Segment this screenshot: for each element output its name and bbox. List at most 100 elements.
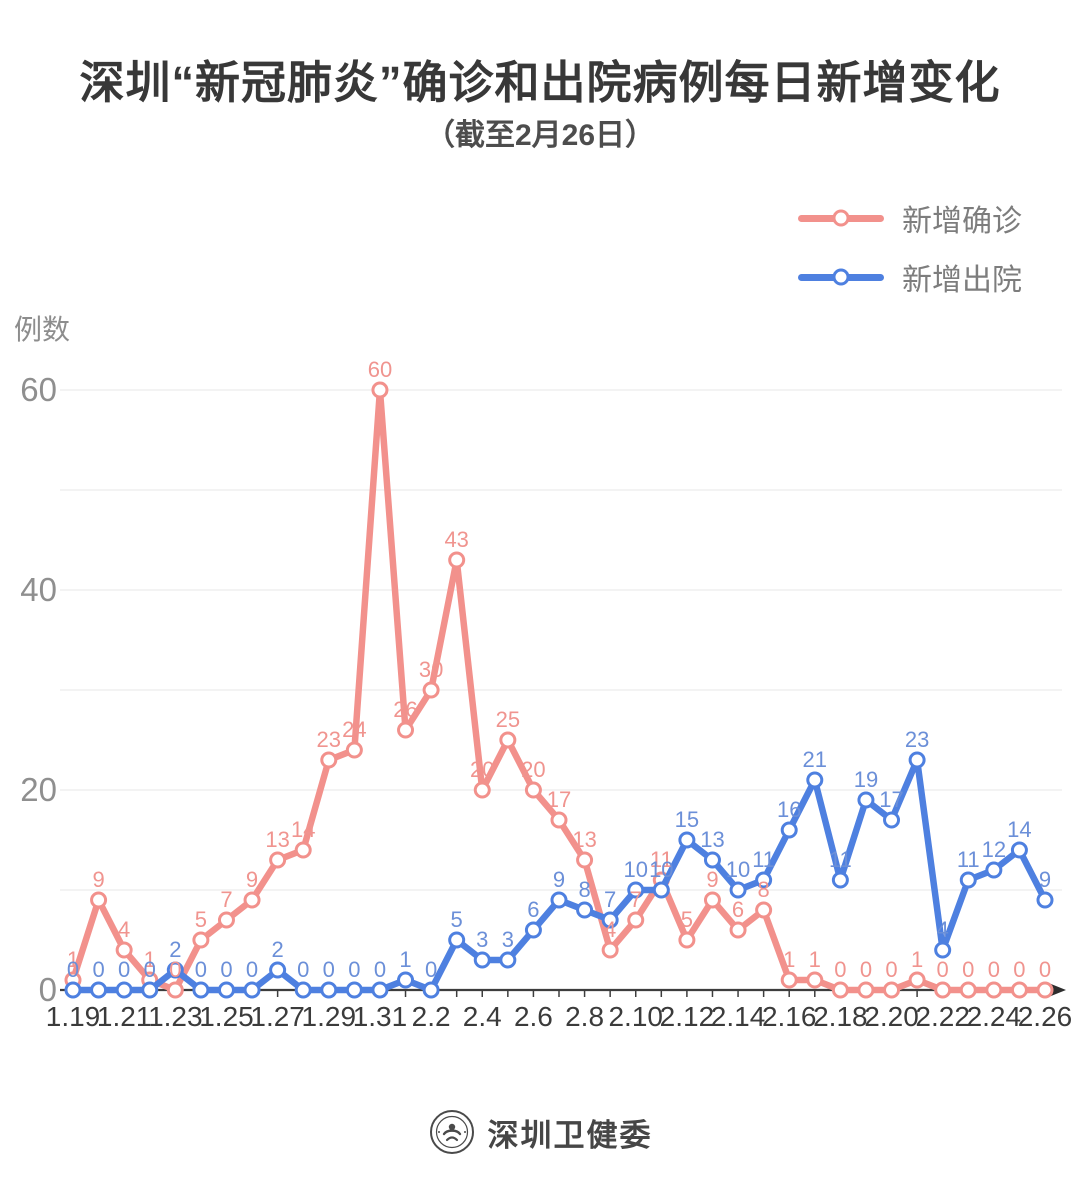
data-point bbox=[397, 971, 415, 989]
x-tick-label: 1.19 bbox=[46, 1001, 101, 1032]
x-tick-label: 1.23 bbox=[148, 1001, 203, 1032]
data-point bbox=[294, 841, 312, 859]
data-point bbox=[166, 961, 184, 979]
data-point-label: 2 bbox=[272, 937, 284, 962]
data-point-label: 10 bbox=[623, 857, 647, 882]
data-point-label: 43 bbox=[444, 527, 468, 552]
data-point bbox=[473, 781, 491, 799]
data-point bbox=[294, 981, 312, 999]
data-point bbox=[627, 881, 645, 899]
data-point bbox=[576, 851, 594, 869]
x-tick-label: 2.26 bbox=[1018, 1001, 1073, 1032]
data-point bbox=[90, 981, 108, 999]
data-point bbox=[243, 891, 261, 909]
data-point-label: 4 bbox=[604, 917, 616, 942]
data-point bbox=[217, 981, 235, 999]
data-point bbox=[115, 981, 133, 999]
data-point-label: 0 bbox=[962, 957, 974, 982]
data-point-label: 17 bbox=[879, 787, 903, 812]
data-point bbox=[780, 821, 798, 839]
data-point bbox=[371, 981, 389, 999]
data-point bbox=[499, 731, 517, 749]
data-point-label: 15 bbox=[675, 807, 699, 832]
data-point bbox=[959, 981, 977, 999]
x-tick-label: 2.4 bbox=[463, 1001, 502, 1032]
data-point bbox=[755, 871, 773, 889]
legend-item-discharged: 新增出院 bbox=[798, 255, 1022, 299]
data-point bbox=[703, 851, 721, 869]
data-point bbox=[934, 981, 952, 999]
data-point bbox=[934, 941, 952, 959]
data-point-label: 5 bbox=[681, 907, 693, 932]
data-point-label: 9 bbox=[706, 867, 718, 892]
data-point bbox=[448, 931, 466, 949]
page-title: 深圳“新冠肺炎”确诊和出院病例每日新增变化 bbox=[79, 57, 1001, 108]
data-point bbox=[524, 781, 542, 799]
data-point-label: 5 bbox=[451, 907, 463, 932]
data-point bbox=[320, 981, 338, 999]
data-point-label: 0 bbox=[144, 957, 156, 982]
data-point-label: 7 bbox=[604, 887, 616, 912]
data-point-label: 23 bbox=[905, 727, 929, 752]
data-point bbox=[857, 981, 875, 999]
data-point bbox=[550, 811, 568, 829]
org-name: 深圳卫健委 bbox=[487, 1117, 653, 1153]
x-tick-label: 2.8 bbox=[565, 1001, 604, 1032]
data-point-label: 0 bbox=[988, 957, 1000, 982]
y-tick-label: 20 bbox=[20, 771, 57, 808]
data-point bbox=[883, 981, 901, 999]
data-point-label: 6 bbox=[527, 897, 539, 922]
data-point bbox=[90, 891, 108, 909]
data-point-label: 0 bbox=[348, 957, 360, 982]
data-point bbox=[831, 871, 849, 889]
data-point bbox=[601, 941, 619, 959]
data-point bbox=[806, 771, 824, 789]
legend-label-confirmed: 新增确诊 bbox=[902, 205, 1022, 238]
data-point bbox=[269, 851, 287, 869]
data-point bbox=[524, 921, 542, 939]
data-point-label: 0 bbox=[92, 957, 104, 982]
data-point-label: 11 bbox=[957, 847, 980, 872]
data-point-label: 1 bbox=[911, 947, 923, 972]
y-tick-label: 60 bbox=[20, 371, 57, 408]
data-point bbox=[64, 981, 82, 999]
x-tick-label: 1.27 bbox=[250, 1001, 305, 1032]
data-point bbox=[985, 981, 1003, 999]
data-point bbox=[217, 911, 235, 929]
chart-legend: 新增确诊 新增出院 bbox=[798, 196, 1022, 299]
data-point-label: 0 bbox=[425, 957, 437, 982]
data-point-label: 11 bbox=[752, 847, 775, 872]
data-point-label: 1 bbox=[67, 947, 79, 972]
data-point bbox=[627, 911, 645, 929]
x-tick-label: 2.24 bbox=[967, 1001, 1022, 1032]
data-point-label: 0 bbox=[323, 957, 335, 982]
data-point-label: 13 bbox=[700, 827, 724, 852]
data-point bbox=[371, 381, 389, 399]
data-point-label: 11 bbox=[650, 847, 673, 872]
x-tick-label: 2.22 bbox=[915, 1001, 970, 1032]
data-point bbox=[729, 881, 747, 899]
data-point-label: 14 bbox=[291, 817, 315, 842]
data-point-label: 0 bbox=[118, 957, 130, 982]
data-point bbox=[499, 951, 517, 969]
data-point-label: 24 bbox=[342, 717, 366, 742]
data-point-label: 9 bbox=[246, 867, 258, 892]
confirmed-series bbox=[64, 381, 1054, 999]
data-point-label: 19 bbox=[854, 767, 878, 792]
x-tick-label: 2.12 bbox=[660, 1001, 715, 1032]
data-point-label: 7 bbox=[630, 887, 642, 912]
x-tick-label: 1.31 bbox=[353, 1001, 408, 1032]
data-point-label: 60 bbox=[368, 357, 392, 382]
data-point-label: 0 bbox=[195, 957, 207, 982]
x-tick-label: 2.10 bbox=[608, 1001, 663, 1032]
data-point bbox=[601, 911, 619, 929]
data-point-label: 1 bbox=[809, 947, 821, 972]
data-point bbox=[345, 741, 363, 759]
gridlines bbox=[60, 389, 1062, 891]
data-point-label: 1 bbox=[783, 947, 795, 972]
data-point-label: 0 bbox=[1039, 957, 1051, 982]
data-point bbox=[473, 951, 491, 969]
data-point-label: 20 bbox=[521, 757, 545, 782]
data-point bbox=[908, 971, 926, 989]
data-point-label: 0 bbox=[374, 957, 386, 982]
